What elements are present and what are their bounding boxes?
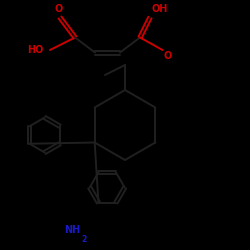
Text: 2: 2 bbox=[81, 234, 86, 244]
Text: HO: HO bbox=[28, 45, 44, 55]
Text: O: O bbox=[164, 51, 172, 61]
Text: O: O bbox=[54, 4, 63, 14]
Text: OH: OH bbox=[151, 4, 168, 14]
Text: NH: NH bbox=[64, 225, 80, 235]
